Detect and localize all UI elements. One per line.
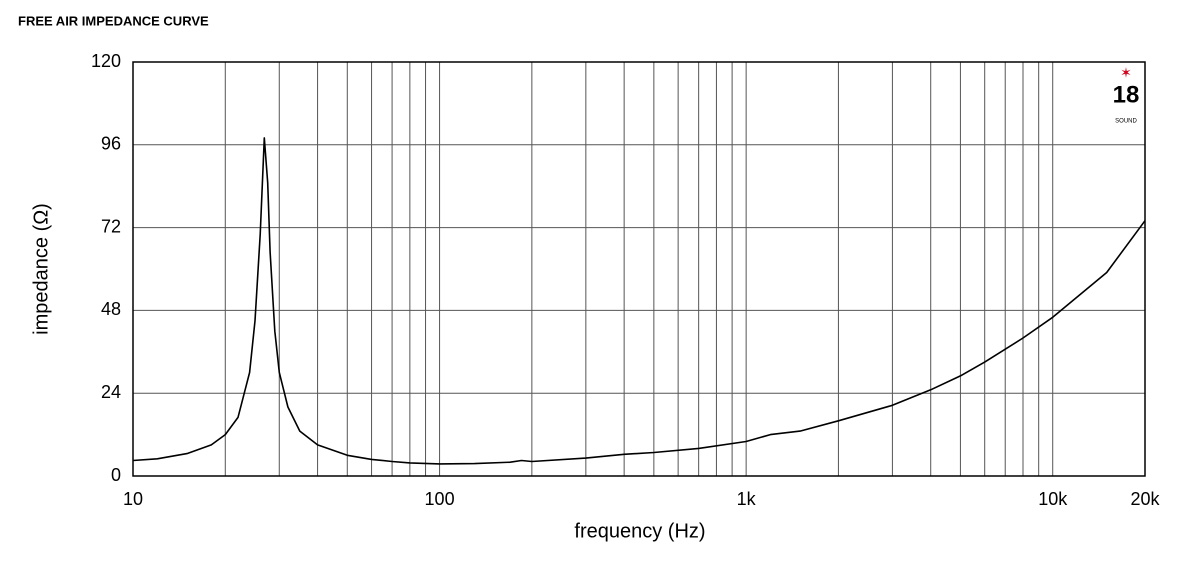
y-tick-label: 72 [101, 216, 121, 236]
plot-frame [132, 61, 1146, 477]
y-tick-label: 48 [101, 299, 121, 319]
logo: ✶ 18 SOUND [1113, 65, 1140, 125]
logo-number: 18 [1113, 81, 1140, 108]
x-tick-label: 100 [425, 489, 455, 509]
x-axis-label: frequency (Hz) [574, 520, 705, 542]
x-tick-label: 10k [1038, 489, 1068, 509]
x-tick-label: 20k [1130, 489, 1160, 509]
x-tick-label: 10 [123, 489, 143, 509]
chart-title: FREE AIR IMPEDANCE CURVE [18, 13, 209, 28]
logo-text: SOUND [1115, 119, 1137, 125]
y-tick-label: 96 [101, 134, 121, 154]
y-axis-label: impedance (Ω) [30, 203, 52, 335]
x-tick-label: 1k [737, 489, 757, 509]
impedance-line [132, 137, 1146, 465]
y-tick-label: 120 [91, 51, 121, 71]
logo-star: ✶ [1120, 65, 1132, 81]
y-tick-label: 0 [111, 465, 121, 485]
y-tick-label: 24 [101, 382, 121, 402]
